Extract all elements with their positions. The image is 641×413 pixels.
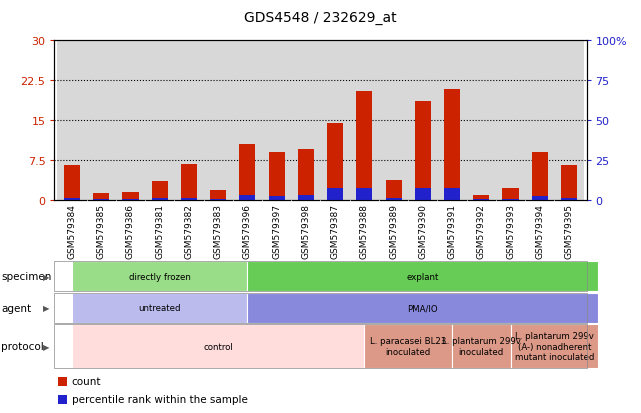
Bar bbox=[531, 152, 548, 200]
Bar bbox=[93, 199, 110, 200]
Bar bbox=[152, 199, 168, 200]
Bar bbox=[503, 189, 519, 200]
Text: count: count bbox=[72, 376, 101, 386]
Text: GSM579395: GSM579395 bbox=[565, 203, 574, 258]
Text: GSM579394: GSM579394 bbox=[535, 203, 544, 258]
Bar bbox=[356, 92, 372, 200]
Text: ▶: ▶ bbox=[43, 304, 49, 313]
Bar bbox=[210, 191, 226, 200]
Text: explant: explant bbox=[406, 272, 439, 281]
Bar bbox=[408, 41, 437, 200]
Bar bbox=[467, 41, 496, 200]
Text: GSM579391: GSM579391 bbox=[447, 203, 456, 258]
Bar bbox=[473, 199, 489, 200]
Bar bbox=[496, 41, 525, 200]
Bar bbox=[291, 41, 320, 200]
Bar bbox=[298, 196, 314, 200]
Text: L. paracasei BL23
inoculated: L. paracasei BL23 inoculated bbox=[370, 337, 446, 356]
Bar bbox=[122, 192, 138, 200]
Bar bbox=[269, 152, 285, 200]
Bar bbox=[473, 195, 489, 200]
Bar bbox=[181, 164, 197, 200]
Bar bbox=[415, 188, 431, 200]
Bar bbox=[116, 41, 145, 200]
Bar bbox=[531, 197, 548, 200]
Bar bbox=[204, 41, 233, 200]
Text: ▶: ▶ bbox=[43, 342, 49, 351]
Bar bbox=[210, 199, 226, 200]
Text: GSM579383: GSM579383 bbox=[213, 203, 222, 258]
Text: GSM579392: GSM579392 bbox=[477, 203, 486, 258]
Bar bbox=[262, 41, 291, 200]
Bar bbox=[87, 41, 116, 200]
Text: GSM579382: GSM579382 bbox=[185, 203, 194, 258]
Bar bbox=[233, 41, 262, 200]
Text: untreated: untreated bbox=[138, 304, 181, 313]
Bar bbox=[239, 195, 256, 200]
Bar bbox=[554, 41, 583, 200]
Text: L. plantarum 299v
inoculated: L. plantarum 299v inoculated bbox=[442, 337, 520, 356]
Bar bbox=[64, 166, 80, 200]
Bar bbox=[58, 41, 87, 200]
Bar bbox=[269, 196, 285, 200]
Bar bbox=[145, 41, 174, 200]
Text: GSM579390: GSM579390 bbox=[419, 203, 428, 258]
Text: GSM579389: GSM579389 bbox=[389, 203, 398, 258]
Text: GSM579393: GSM579393 bbox=[506, 203, 515, 258]
Text: PMA/IO: PMA/IO bbox=[408, 304, 438, 313]
Bar bbox=[415, 102, 431, 200]
Bar bbox=[327, 188, 343, 200]
Bar bbox=[181, 198, 197, 200]
Text: control: control bbox=[203, 342, 233, 351]
Bar bbox=[174, 41, 204, 200]
Bar bbox=[122, 199, 138, 200]
Text: GSM579381: GSM579381 bbox=[155, 203, 164, 258]
Text: protocol: protocol bbox=[1, 341, 44, 351]
Bar bbox=[444, 188, 460, 200]
Text: agent: agent bbox=[1, 303, 31, 313]
Text: GSM579385: GSM579385 bbox=[97, 203, 106, 258]
Text: GSM579387: GSM579387 bbox=[331, 203, 340, 258]
Bar bbox=[385, 180, 402, 200]
Bar bbox=[298, 150, 314, 200]
Bar bbox=[561, 198, 577, 200]
Bar bbox=[152, 182, 168, 200]
Bar bbox=[379, 41, 408, 200]
Text: GSM579386: GSM579386 bbox=[126, 203, 135, 258]
Text: specimen: specimen bbox=[1, 272, 52, 282]
Bar bbox=[350, 41, 379, 200]
Bar bbox=[444, 90, 460, 200]
Bar bbox=[503, 199, 519, 200]
Bar bbox=[64, 198, 80, 200]
Bar bbox=[437, 41, 467, 200]
Text: GSM579398: GSM579398 bbox=[301, 203, 310, 258]
Bar bbox=[327, 123, 343, 200]
Bar bbox=[525, 41, 554, 200]
Text: GDS4548 / 232629_at: GDS4548 / 232629_at bbox=[244, 11, 397, 25]
Bar bbox=[320, 41, 350, 200]
Text: L. plantarum 299v
(A-) nonadherent
mutant inoculated: L. plantarum 299v (A-) nonadherent mutan… bbox=[515, 332, 594, 361]
Text: percentile rank within the sample: percentile rank within the sample bbox=[72, 394, 247, 404]
Text: directly frozen: directly frozen bbox=[129, 272, 190, 281]
Text: ▶: ▶ bbox=[43, 272, 49, 281]
Text: GSM579384: GSM579384 bbox=[67, 203, 76, 258]
Bar bbox=[385, 199, 402, 200]
Text: GSM579388: GSM579388 bbox=[360, 203, 369, 258]
Bar bbox=[561, 166, 577, 200]
Text: GSM579396: GSM579396 bbox=[243, 203, 252, 258]
Bar bbox=[93, 194, 110, 200]
Bar bbox=[239, 145, 256, 200]
Text: GSM579397: GSM579397 bbox=[272, 203, 281, 258]
Bar bbox=[356, 188, 372, 200]
